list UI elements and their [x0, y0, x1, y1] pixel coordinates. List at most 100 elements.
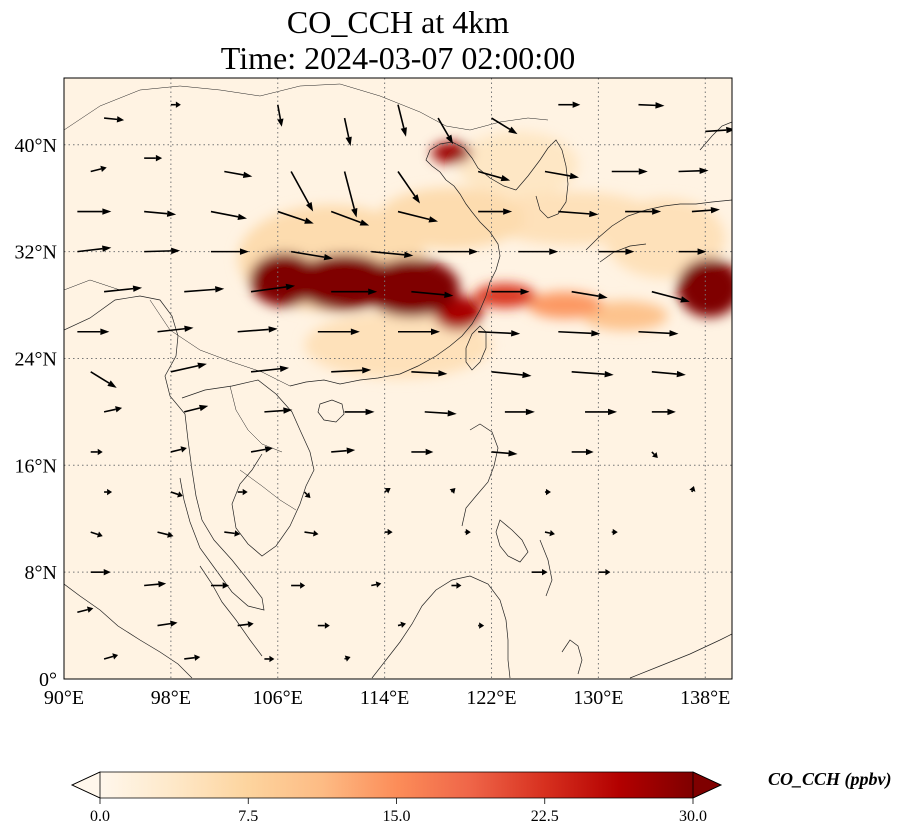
lat-tick-label: 8°N: [25, 562, 57, 584]
colorbar-tick-label: 30.0: [679, 808, 707, 825]
map-frame: [63, 77, 733, 680]
gridlines: [64, 78, 732, 679]
wind-arrow: [491, 371, 532, 379]
wind-arrow: [397, 210, 438, 223]
wind-arrow: [371, 581, 382, 588]
wind-arrow: [504, 408, 535, 416]
wind-arrow: [598, 248, 635, 255]
wind-arrow: [304, 530, 319, 537]
wind-arrow: [451, 582, 462, 589]
wind-arrow: [103, 653, 119, 660]
wind-arrow: [491, 117, 518, 135]
wind-arrow: [170, 362, 207, 373]
wind-arrow: [157, 325, 194, 333]
coastline-sumatra-malaya: [64, 565, 263, 679]
wind-arrow: [491, 288, 530, 295]
wind-arrow: [77, 208, 112, 215]
colorbar-ticks: 0.0 7.5 15.0 22.5 30.0: [90, 798, 707, 825]
wind-arrow: [264, 655, 275, 663]
wind-arrow: [397, 104, 407, 137]
lon-tick-labels: 90°E 98°E 106°E 114°E 122°E 130°E 138°E: [44, 687, 730, 709]
colorbar-gradient: [100, 772, 693, 798]
colorbar-unit-label: CO_CCH (ppbv): [768, 769, 892, 789]
lon-tick-label: 138°E: [680, 687, 730, 709]
wind-arrow: [464, 528, 471, 536]
wind-arrow: [411, 448, 434, 456]
lat-tick-label: 40°N: [15, 135, 57, 157]
colorbar-extend-high: [692, 771, 722, 799]
wind-arrow: [478, 330, 521, 337]
coastline-borneo: [371, 575, 511, 679]
wind-arrow: [77, 606, 94, 613]
wind-arrow: [317, 328, 360, 335]
coastline-korea: [515, 139, 569, 219]
wind-arrow: [277, 210, 314, 224]
wind-arrow: [77, 328, 110, 335]
wind-arrow: [531, 568, 548, 576]
wind-arrow: [691, 207, 720, 214]
wind-arrow: [250, 446, 274, 453]
wind-arrow: [103, 285, 143, 293]
co-plume: [377, 187, 525, 249]
wind-arrow: [384, 528, 393, 536]
wind-arrow: [77, 245, 112, 253]
wind-arrow: [330, 210, 370, 226]
wind-arrow: [478, 208, 513, 215]
wind-arrow: [437, 117, 454, 145]
wind-arrow: [250, 283, 296, 293]
co-plume: [474, 283, 536, 308]
wind-arrow: [90, 371, 117, 388]
wind-arrow: [705, 126, 732, 134]
wind-arrow: [651, 408, 676, 416]
wind-arrow: [104, 488, 113, 496]
map-timestamp: Time: 2024-03-07 02:00:00: [220, 40, 576, 76]
wind-arrow: [224, 530, 241, 537]
wind-arrow: [144, 154, 163, 162]
wind-arrow: [237, 326, 278, 333]
wind-arrow: [651, 370, 686, 378]
wind-arrow: [611, 528, 618, 536]
wind-arrow: [371, 250, 414, 258]
wind-arrow: [611, 168, 648, 175]
wind-arrow: [491, 450, 518, 457]
wind-arrow: [276, 104, 284, 127]
coastline-indochina: [181, 379, 315, 557]
wind-arrow: [478, 622, 485, 629]
wind-arrow: [424, 410, 457, 417]
coastline-sulawesi-newguinea: [561, 633, 732, 679]
borders-inland: [64, 83, 549, 511]
wind-arrow: [210, 248, 249, 255]
wind-arrow: [397, 171, 420, 204]
wind-arrow: [290, 250, 334, 261]
wind-arrow: [558, 210, 599, 218]
wind-arrow: [290, 171, 314, 212]
lon-tick-label: 106°E: [253, 687, 303, 709]
wind-arrow: [544, 488, 551, 496]
wind-arrow: [518, 248, 559, 255]
co-plume: [527, 291, 603, 319]
wind-arrow: [331, 288, 378, 295]
wind-arrow: [678, 167, 709, 174]
colorbar-tick-label: 15.0: [383, 808, 411, 825]
wind-arrow: [237, 621, 254, 628]
wind-arrow: [90, 531, 103, 538]
wind-arrow: [264, 407, 293, 414]
co-plume: [431, 142, 472, 164]
wind-arrow: [558, 101, 581, 108]
lat-tick-label: 24°N: [15, 348, 57, 370]
wind-arrow: [317, 622, 330, 629]
co-plume: [582, 301, 668, 331]
wind-arrow: [449, 488, 456, 494]
wind-arrow: [398, 328, 440, 335]
lon-tick-label: 90°E: [44, 687, 84, 709]
wind-arrow: [411, 370, 448, 377]
wind-arrow: [144, 210, 177, 217]
wind-arrow: [170, 101, 181, 108]
wind-arrow: [397, 621, 406, 628]
wind-arrow: [344, 408, 375, 416]
wind-arrow: [638, 330, 679, 337]
wind-arrow: [170, 491, 183, 498]
wind-arrow: [144, 247, 181, 255]
co-plume: [304, 311, 492, 379]
